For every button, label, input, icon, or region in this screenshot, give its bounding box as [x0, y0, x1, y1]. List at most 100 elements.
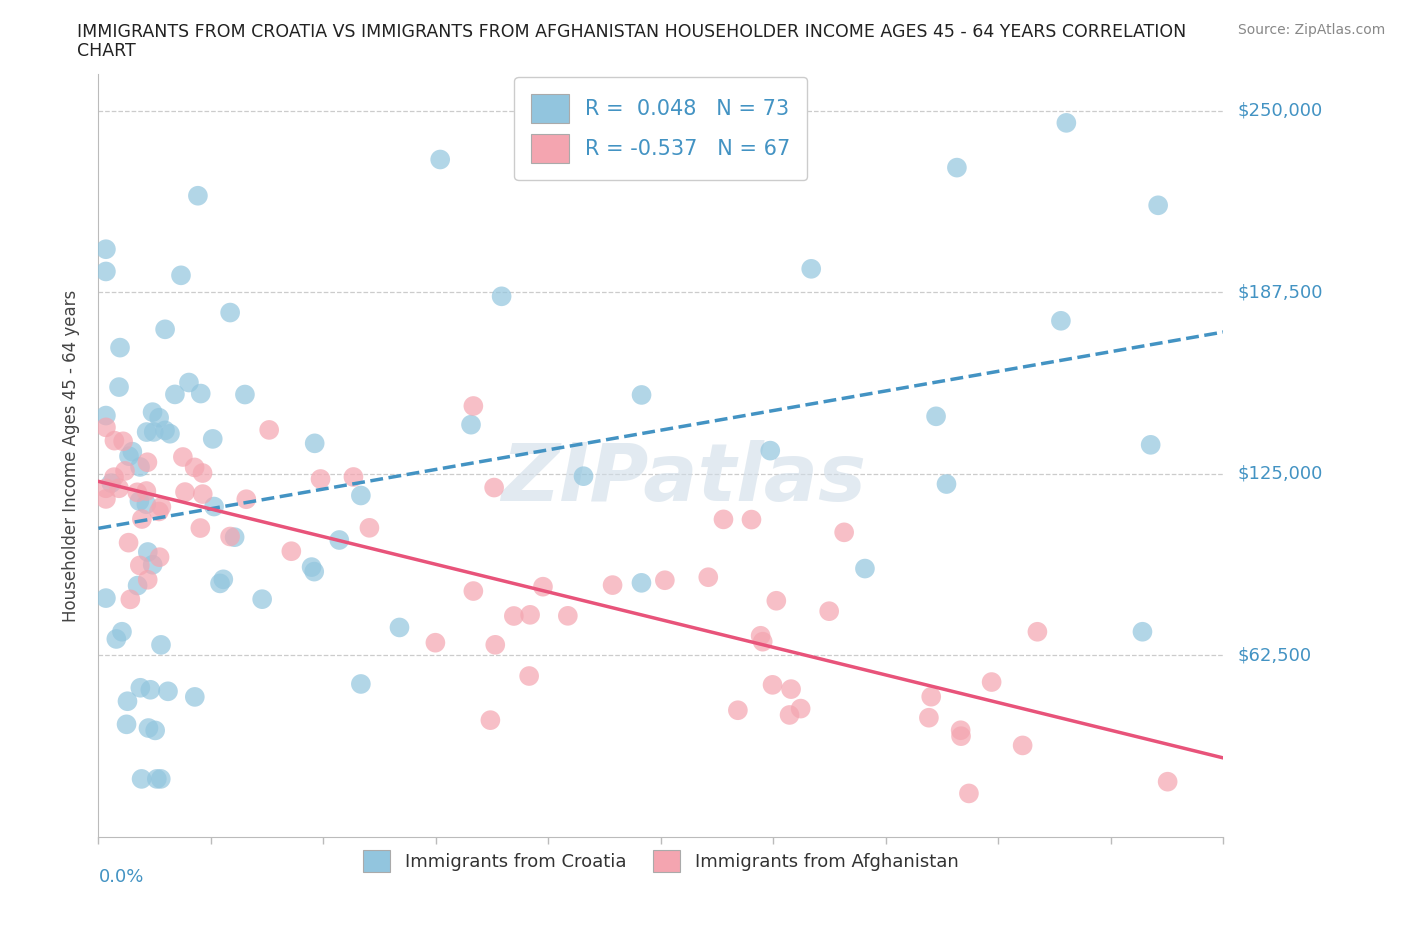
- Point: [159, 426, 181, 441]
- Point: [630, 576, 652, 591]
- Point: [202, 499, 225, 514]
- Point: [479, 712, 502, 727]
- Text: ZIPatlas: ZIPatlas: [501, 440, 866, 518]
- Point: [183, 460, 205, 475]
- Point: [460, 418, 482, 432]
- Point: [304, 436, 326, 451]
- Point: [108, 379, 131, 394]
- Point: [100, 476, 122, 491]
- Point: [1132, 624, 1154, 639]
- Point: [388, 620, 411, 635]
- Point: [111, 624, 134, 639]
- Point: [103, 433, 125, 448]
- Point: [484, 637, 506, 652]
- Point: [174, 485, 197, 499]
- Point: [765, 593, 787, 608]
- Point: [94, 242, 117, 257]
- Point: [105, 631, 128, 646]
- Point: [148, 504, 170, 519]
- Point: [1054, 115, 1077, 130]
- Point: [697, 570, 720, 585]
- Text: 0.0%: 0.0%: [98, 868, 143, 885]
- Point: [219, 529, 242, 544]
- Point: [163, 387, 186, 402]
- Text: $62,500: $62,500: [1237, 646, 1312, 664]
- Point: [1026, 624, 1049, 639]
- Point: [713, 512, 735, 526]
- Point: [128, 494, 150, 509]
- Point: [191, 486, 214, 501]
- Point: [280, 544, 302, 559]
- Point: [350, 676, 373, 691]
- Point: [1011, 738, 1033, 753]
- Point: [120, 591, 142, 606]
- Point: [139, 683, 162, 698]
- Point: [800, 261, 823, 276]
- Point: [94, 491, 117, 506]
- Point: [131, 772, 153, 787]
- Point: [148, 410, 170, 425]
- Point: [212, 572, 235, 587]
- Point: [156, 684, 179, 698]
- Point: [117, 694, 139, 709]
- Point: [925, 409, 948, 424]
- Point: [257, 422, 280, 437]
- Point: [1139, 437, 1161, 452]
- Y-axis label: Householder Income Ages 45 - 64 years: Householder Income Ages 45 - 64 years: [62, 289, 80, 622]
- Point: [918, 711, 941, 725]
- Point: [818, 604, 841, 618]
- Point: [136, 455, 159, 470]
- Text: CHART: CHART: [77, 42, 136, 60]
- Point: [117, 535, 139, 550]
- Point: [949, 723, 972, 737]
- Point: [531, 579, 554, 594]
- Point: [129, 681, 152, 696]
- Point: [131, 512, 153, 526]
- Point: [946, 160, 969, 175]
- Point: [146, 772, 169, 787]
- Point: [115, 717, 138, 732]
- Point: [328, 533, 350, 548]
- Point: [190, 386, 212, 401]
- Point: [177, 375, 200, 390]
- Point: [920, 689, 942, 704]
- Point: [121, 445, 143, 459]
- Point: [1156, 775, 1178, 790]
- Text: IMMIGRANTS FROM CROATIA VS IMMIGRANTS FROM AFGHANISTAN HOUSEHOLDER INCOME AGES 4: IMMIGRANTS FROM CROATIA VS IMMIGRANTS FR…: [77, 23, 1187, 41]
- Point: [740, 512, 762, 527]
- Point: [749, 629, 772, 644]
- Point: [94, 420, 117, 435]
- Point: [482, 480, 505, 495]
- Point: [142, 405, 165, 419]
- Point: [150, 637, 173, 652]
- Point: [170, 268, 193, 283]
- Point: [779, 708, 801, 723]
- Point: [517, 669, 540, 684]
- Point: [208, 576, 231, 591]
- Point: [219, 305, 242, 320]
- Point: [572, 469, 595, 484]
- Point: [153, 322, 176, 337]
- Point: [630, 388, 652, 403]
- Point: [128, 558, 150, 573]
- Text: $250,000: $250,000: [1237, 101, 1323, 120]
- Point: [301, 560, 323, 575]
- Text: $125,000: $125,000: [1237, 465, 1323, 483]
- Point: [950, 729, 973, 744]
- Point: [184, 689, 207, 704]
- Point: [463, 584, 485, 599]
- Point: [789, 701, 811, 716]
- Point: [935, 476, 957, 491]
- Point: [142, 557, 165, 572]
- Point: [118, 449, 141, 464]
- Point: [654, 573, 676, 588]
- Point: [127, 578, 149, 593]
- Legend: Immigrants from Croatia, Immigrants from Afghanistan: Immigrants from Croatia, Immigrants from…: [354, 842, 967, 882]
- Point: [103, 470, 125, 485]
- Point: [129, 459, 152, 474]
- Point: [148, 550, 170, 565]
- Point: [191, 466, 214, 481]
- Point: [519, 607, 541, 622]
- Point: [761, 677, 783, 692]
- Point: [135, 497, 157, 512]
